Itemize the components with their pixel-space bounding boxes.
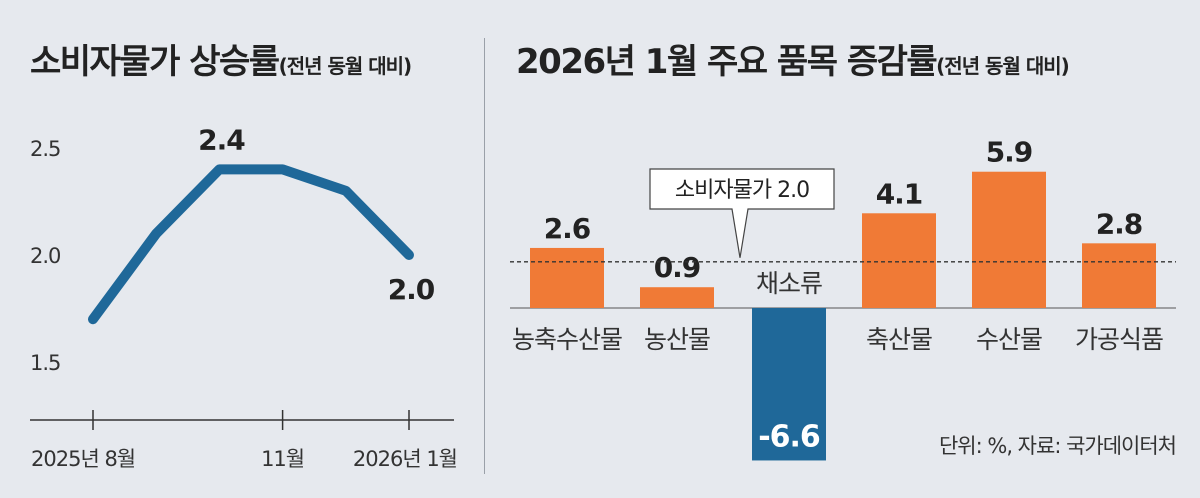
cpi-line-chart-panel: 소비자물가 상승률(전년 동월 대비) 2.5 2.0 1.5 2025년 8월 11월… [0, 0, 484, 498]
panel-divider [484, 38, 485, 474]
category-label: 농축수산물 [512, 325, 622, 354]
bar-value-label: 0.9 [654, 251, 701, 284]
bar-value-label: 2.8 [1096, 207, 1143, 240]
category-label: 축산물 [866, 325, 932, 354]
bar-농축수산물 [530, 247, 604, 308]
bar-축산물 [862, 213, 936, 308]
y-tick-label: 2.0 [30, 244, 60, 268]
x-tick-label: 11월 [261, 447, 304, 471]
category-label: 가공식품 [1075, 325, 1163, 354]
item-bar-chart-panel: 2026년 1월 주요 품목 증감률(전년 동월 대비) 2.6 농축수산물 0.9… [486, 0, 1200, 498]
bar-chart-subtitle: (전년 동월 대비) [936, 54, 1070, 78]
bar-채소류 [752, 308, 826, 461]
y-tick-label: 1.5 [30, 351, 60, 375]
x-tick-label: 2026년 1월 [353, 447, 457, 471]
cpi-series-line [88, 164, 414, 325]
line-chart-plot: 2.5 2.0 1.5 2025년 8월 11월 2026년 1월 2.4 2.0 [30, 123, 458, 471]
bar-value-label: -6.6 [758, 419, 820, 454]
cpi-data-label: 2.4 [198, 123, 245, 156]
reference-callout-label: 소비자물가 2.0 [675, 178, 809, 203]
bar-chart-title: 2026년 1월 주요 품목 증감률(전년 동월 대비) [516, 42, 1070, 82]
bar-농산물 [640, 287, 714, 308]
cpi-data-label: 2.0 [388, 273, 435, 306]
category-label: 수산물 [976, 325, 1042, 354]
bar-value-label: 2.6 [544, 212, 591, 245]
y-tick-label: 2.5 [30, 137, 60, 161]
line-chart-subtitle: (전년 동월 대비) [278, 54, 413, 78]
reference-callout-box [649, 168, 835, 258]
category-label: 농산물 [644, 325, 710, 354]
line-chart-title: 소비자물가 상승률(전년 동월 대비) [30, 42, 413, 82]
bar-가공식품 [1082, 243, 1156, 308]
bar-수산물 [972, 171, 1046, 308]
bar-value-label: 5.9 [986, 136, 1033, 169]
source-note: 단위: %, 자료: 국가데이터처 [938, 434, 1177, 458]
bar-value-label: 4.1 [876, 177, 923, 210]
x-tick-label: 2025년 8월 [31, 447, 135, 471]
bar-chart-plot: 2.6 농축수산물 0.9 농산물 -6.6 채소류 4.1 축산물 5.9 수산물 2.8 가공식품… [510, 136, 1176, 461]
category-label: 채소류 [756, 269, 822, 298]
